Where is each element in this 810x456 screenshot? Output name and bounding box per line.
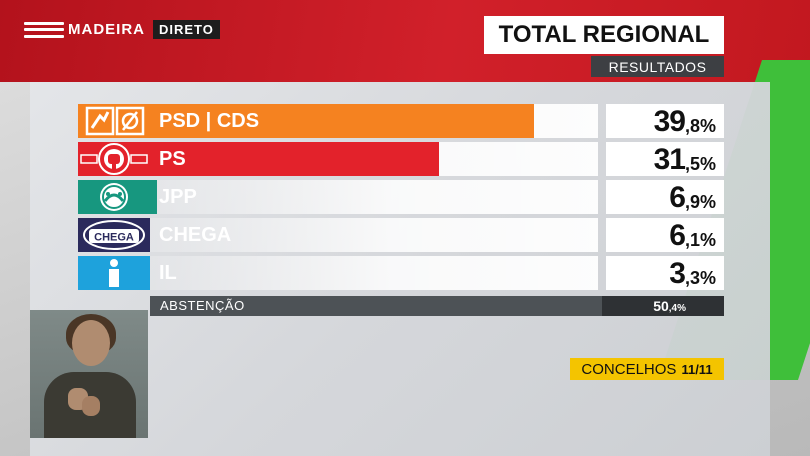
party-name: CHEGA xyxy=(159,224,232,246)
page-title: TOTAL REGIONAL xyxy=(498,21,710,48)
subtitle: RESULTADOS xyxy=(591,56,724,77)
abstention-label: ABSTENÇÃO xyxy=(150,296,602,316)
abstention-row: ABSTENÇÃO 50,4% xyxy=(150,296,724,316)
result-row-psd-cds: PSD | CDS 39,8% xyxy=(78,104,724,138)
jpp-logo-icon xyxy=(78,180,150,214)
concelhos-badge: CONCELHOS 11/11 xyxy=(570,358,724,380)
abstention-value: 50,4% xyxy=(602,296,724,316)
bar-psd-cds xyxy=(78,104,534,138)
party-name: IL xyxy=(159,262,177,284)
party-name: PS xyxy=(159,148,186,170)
concelhos-label: CONCELHOS xyxy=(581,360,677,378)
sign-language-interpreter xyxy=(30,310,148,438)
party-name: JPP xyxy=(159,186,197,208)
party-name: PSD | CDS xyxy=(159,110,260,132)
party-percentage: 3,3% xyxy=(606,256,724,290)
result-row-chega: CHEGA CHEGA 6,1% xyxy=(78,218,724,252)
party-percentage: 39,8% xyxy=(606,104,724,138)
rtp-logo-icon xyxy=(24,21,64,38)
live-badge: DIRETO xyxy=(153,20,220,39)
party-percentage: 31,5% xyxy=(606,142,724,176)
bar-track xyxy=(78,218,598,252)
il-logo-icon xyxy=(78,256,150,290)
bar-track xyxy=(78,256,598,290)
svg-text:CHEGA: CHEGA xyxy=(94,232,134,244)
ps-logo-icon xyxy=(78,142,150,176)
psd-cds-logo-icon xyxy=(78,104,150,138)
channel-brand: MADEIRA DIRETO xyxy=(24,20,220,39)
result-row-il: IL 3,3% xyxy=(78,256,724,290)
bar-track xyxy=(78,180,598,214)
concelhos-count: 11/11 xyxy=(681,361,713,377)
channel-name: MADEIRA xyxy=(68,21,145,38)
party-percentage: 6,9% xyxy=(606,180,724,214)
result-row-ps: PS 31,5% xyxy=(78,142,724,176)
title-box: TOTAL REGIONAL xyxy=(484,16,724,54)
result-row-jpp: JPP 6,9% xyxy=(78,180,724,214)
party-percentage: 6,1% xyxy=(606,218,724,252)
chega-logo-icon: CHEGA xyxy=(78,218,150,252)
